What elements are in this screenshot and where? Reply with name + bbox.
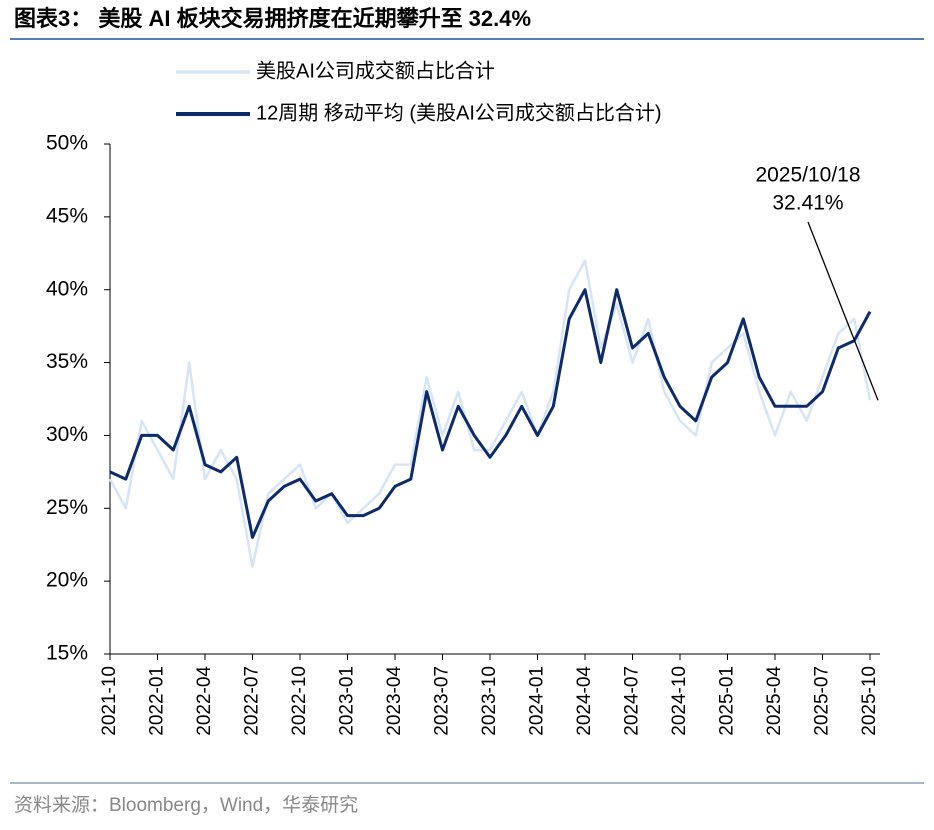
y-tick-label: 50%	[46, 132, 88, 155]
x-tick-label: 2024-01	[527, 666, 548, 736]
x-tick-label: 2025-10	[859, 666, 880, 736]
x-tick-label: 2023-07	[432, 666, 453, 736]
y-tick-label: 40%	[46, 277, 88, 300]
x-tick-label: 2022-01	[147, 666, 168, 736]
x-tick-label: 2023-01	[337, 666, 358, 736]
y-tick-label: 30%	[46, 423, 88, 446]
y-tick-label: 15%	[46, 642, 88, 665]
x-tick-label: 2022-07	[242, 666, 263, 736]
x-tick-label: 2024-07	[622, 666, 643, 736]
x-tick-label: 2024-10	[669, 666, 690, 736]
annotation-value: 32.41%	[772, 192, 843, 215]
x-tick-label: 2021-10	[99, 666, 120, 736]
y-tick-label: 20%	[46, 569, 88, 592]
y-tick-label: 25%	[46, 496, 88, 519]
series-line	[109, 288, 872, 539]
y-tick-label: 35%	[46, 350, 88, 373]
legend-label: 美股AI公司成交额占比合计	[256, 59, 495, 82]
y-tick-label: 45%	[46, 204, 88, 227]
series-line	[108, 259, 872, 568]
annotation-date: 2025/10/18	[755, 164, 860, 187]
x-tick-label: 2023-04	[384, 666, 405, 736]
chart-title: 图表3： 美股 AI 板块交易拥挤度在近期攀升至 32.4%	[14, 6, 531, 31]
x-tick-label: 2022-10	[289, 666, 310, 736]
legend-label: 12周期 移动平均 (美股AI公司成交额占比合计)	[256, 101, 662, 124]
x-tick-label: 2025-07	[812, 666, 833, 736]
x-tick-label: 2024-04	[574, 666, 595, 736]
x-tick-label: 2022-04	[194, 666, 215, 736]
source: 资料来源：Bloomberg，Wind，华泰研究	[14, 794, 358, 816]
x-tick-label: 2023-10	[479, 666, 500, 736]
x-tick-label: 2025-01	[717, 666, 738, 736]
annotation-arrow	[807, 221, 879, 401]
x-tick-label: 2025-04	[764, 666, 785, 736]
